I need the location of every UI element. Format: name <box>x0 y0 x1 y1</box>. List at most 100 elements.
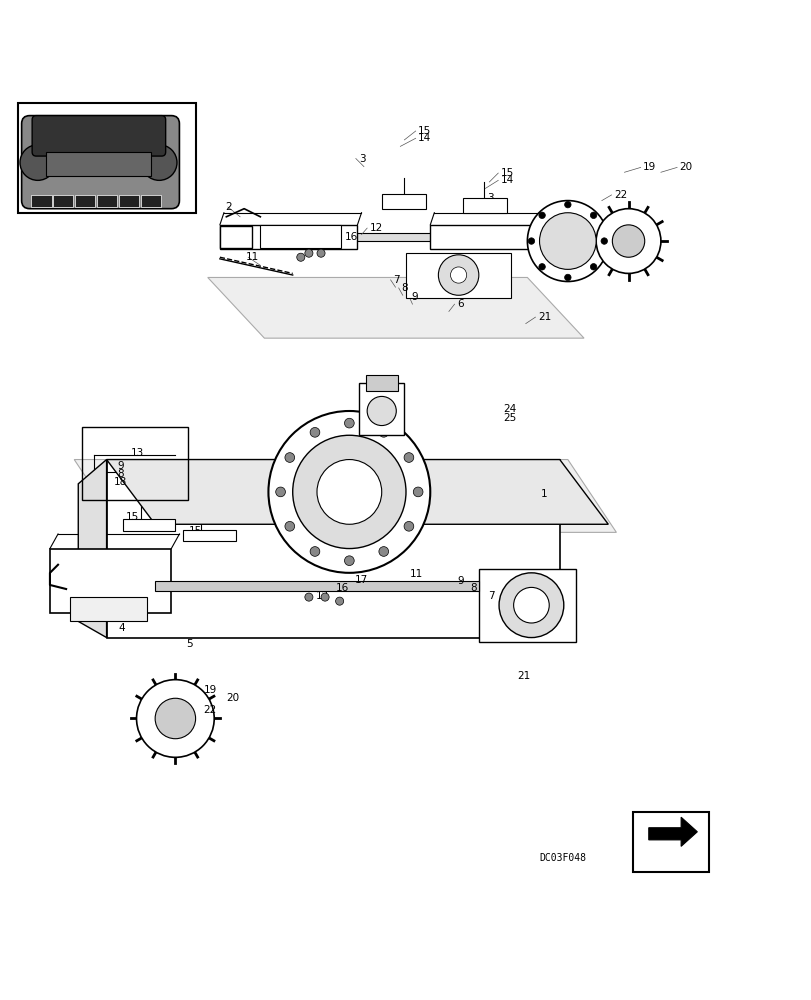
Circle shape <box>564 201 570 208</box>
Circle shape <box>344 556 354 566</box>
Text: 7: 7 <box>487 591 494 601</box>
Polygon shape <box>648 817 697 846</box>
Circle shape <box>367 396 396 426</box>
Circle shape <box>285 453 294 462</box>
Bar <box>106 460 559 638</box>
Text: 8: 8 <box>470 583 477 593</box>
Circle shape <box>564 274 570 281</box>
Text: 5: 5 <box>186 639 192 649</box>
Text: 4: 4 <box>118 623 125 633</box>
Circle shape <box>304 593 312 601</box>
Text: 11: 11 <box>246 252 259 262</box>
Bar <box>406 253 511 298</box>
Text: 3: 3 <box>358 154 365 164</box>
Circle shape <box>404 521 414 531</box>
Circle shape <box>268 411 430 573</box>
Text: 15: 15 <box>418 126 431 136</box>
Bar <box>183 530 236 541</box>
Text: 3: 3 <box>487 193 493 203</box>
Bar <box>75 195 95 207</box>
Polygon shape <box>260 225 341 248</box>
Polygon shape <box>430 225 534 249</box>
Polygon shape <box>220 226 252 248</box>
Text: 21: 21 <box>517 671 530 681</box>
Circle shape <box>539 212 545 219</box>
Text: 11: 11 <box>410 569 423 579</box>
Circle shape <box>310 547 320 556</box>
Text: 16: 16 <box>335 583 349 593</box>
Circle shape <box>590 264 596 270</box>
Text: 20: 20 <box>226 693 239 703</box>
Text: 24: 24 <box>503 404 516 414</box>
Text: 12: 12 <box>315 591 328 601</box>
FancyBboxPatch shape <box>46 152 151 176</box>
Bar <box>118 195 139 207</box>
Polygon shape <box>208 277 583 338</box>
Bar <box>70 597 147 621</box>
Text: 22: 22 <box>204 705 217 715</box>
FancyBboxPatch shape <box>32 116 165 156</box>
Polygon shape <box>244 233 519 241</box>
Bar <box>122 519 175 531</box>
Circle shape <box>344 418 354 428</box>
Circle shape <box>611 225 644 257</box>
Bar <box>632 812 709 872</box>
Bar <box>358 383 404 435</box>
Text: 17: 17 <box>354 575 368 585</box>
Text: 17: 17 <box>318 240 332 250</box>
Text: 15: 15 <box>126 512 139 522</box>
Circle shape <box>335 597 343 605</box>
Circle shape <box>320 593 328 601</box>
Text: 6: 6 <box>457 299 463 309</box>
Text: 18: 18 <box>114 477 127 487</box>
Circle shape <box>513 587 548 623</box>
Circle shape <box>539 213 595 269</box>
Circle shape <box>539 264 545 270</box>
Circle shape <box>141 145 177 180</box>
Circle shape <box>413 487 423 497</box>
Bar <box>18 103 195 213</box>
Text: 22: 22 <box>613 190 626 200</box>
Circle shape <box>595 209 660 273</box>
Circle shape <box>155 698 195 739</box>
Circle shape <box>292 435 406 549</box>
Circle shape <box>20 145 55 180</box>
Text: 16: 16 <box>345 232 358 242</box>
Text: 15: 15 <box>500 168 513 178</box>
Text: 14: 14 <box>500 175 513 185</box>
Text: 14: 14 <box>126 520 139 530</box>
Circle shape <box>316 249 324 257</box>
Bar <box>478 569 575 642</box>
Bar <box>140 195 161 207</box>
Text: 2: 2 <box>225 202 232 212</box>
Text: 23: 23 <box>387 395 400 405</box>
Text: 14: 14 <box>418 133 431 143</box>
Circle shape <box>379 427 388 437</box>
Circle shape <box>450 267 466 283</box>
Polygon shape <box>78 460 106 638</box>
Circle shape <box>136 680 214 757</box>
Bar <box>365 375 397 391</box>
Circle shape <box>527 238 534 244</box>
Circle shape <box>276 487 285 497</box>
Bar <box>50 549 171 613</box>
Text: 13: 13 <box>131 448 144 458</box>
Text: 8: 8 <box>117 469 123 479</box>
Text: 10: 10 <box>523 600 536 610</box>
Text: DC03F048: DC03F048 <box>539 853 586 863</box>
Circle shape <box>310 427 320 437</box>
FancyBboxPatch shape <box>22 116 179 209</box>
Text: 1: 1 <box>540 489 547 499</box>
Text: 8: 8 <box>401 283 407 293</box>
Bar <box>32 195 51 207</box>
Text: 5: 5 <box>100 602 106 612</box>
Polygon shape <box>155 581 478 591</box>
Text: 9: 9 <box>117 461 123 471</box>
Polygon shape <box>74 460 616 532</box>
Text: 9: 9 <box>457 576 463 586</box>
Text: 19: 19 <box>642 162 655 172</box>
Circle shape <box>379 547 388 556</box>
Text: 20: 20 <box>679 162 692 172</box>
Text: 9: 9 <box>411 292 418 302</box>
Text: 19: 19 <box>204 685 217 695</box>
